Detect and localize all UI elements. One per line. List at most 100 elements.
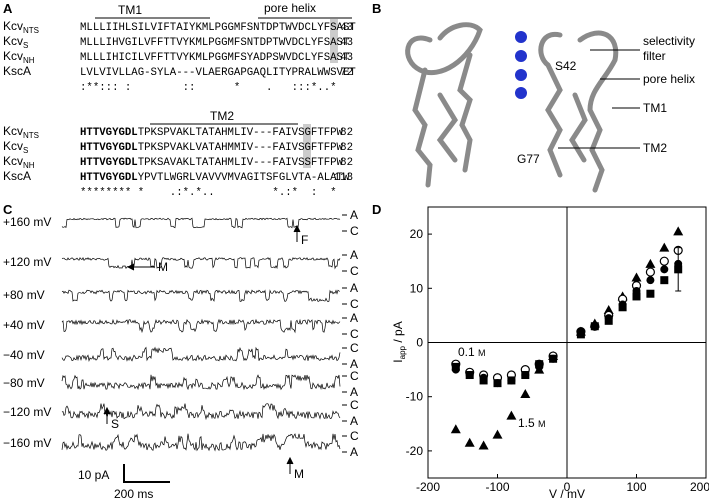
residue-number: 43: [340, 52, 353, 64]
annotation-text: 1.5: [518, 416, 538, 430]
level-label: C: [350, 297, 359, 311]
sequence-name: KscA: [3, 169, 31, 183]
ion: [515, 31, 527, 43]
sequence-name: KcvNTS: [3, 19, 39, 35]
level-label: C: [350, 264, 359, 278]
current-trace: [61, 374, 341, 391]
name-sub: NH: [23, 56, 35, 65]
residues: TPKSPVAKLVATAHMMIV---FAIVSGFTFPW: [138, 142, 344, 154]
voltage-label: +120 mV: [3, 255, 51, 269]
level-label: A: [350, 311, 358, 325]
leader-lines: [558, 49, 640, 149]
residue-number: 82: [340, 157, 353, 169]
residue-number: 43: [340, 22, 353, 34]
panel-letter: A: [3, 1, 13, 16]
name: Kcv: [3, 34, 23, 48]
y-axis-label: Iapp / pA: [391, 321, 407, 362]
marker: [645, 267, 656, 277]
current-trace: [61, 403, 341, 421]
residue-number: 72: [340, 67, 353, 79]
current-trace: [61, 217, 341, 229]
x-tick-label: -100: [485, 480, 509, 494]
name: Kcv: [3, 154, 23, 168]
label: TM2: [643, 141, 667, 155]
sequence: LVLVIVLLAG-SYLA---VLAERGAPGAQLITYPRALWWS…: [80, 67, 356, 79]
annotation: M: [294, 467, 304, 481]
marker: [507, 376, 516, 385]
marker: [659, 242, 670, 252]
marker: [660, 265, 669, 274]
marker: [632, 292, 641, 301]
marker: [521, 371, 530, 380]
panel-b: B selectivity filter pore helix TM1 TM2 …: [372, 1, 695, 193]
x-tick-label: 0: [564, 480, 571, 494]
residues: YPVTLWGRLVAVVVMVAGITSFGLVTA-ALATW: [138, 172, 350, 184]
segment-label: pore helix: [264, 1, 316, 15]
level-label: A: [350, 385, 358, 399]
marker: [660, 276, 669, 285]
sequence: HTTVGYGDLTPKSPVAKLTATAHMLIV---FAIVSGFTFP…: [80, 127, 344, 139]
marker: [478, 440, 489, 450]
voltage-label: +40 mV: [3, 318, 45, 332]
residues: TPKSAVAKLTATAHMLIV---FAIVSSFTFPW: [138, 157, 344, 169]
motif: HTTVGYGDL: [80, 127, 138, 139]
marker: [645, 258, 656, 268]
annotation: 0.1 M: [458, 345, 486, 359]
label: filter: [643, 49, 666, 63]
level-label: C: [350, 429, 359, 443]
x-axis-label: V / mV: [549, 487, 585, 501]
sequence-name: KcvNH: [3, 154, 35, 170]
sequence-name: KcvS: [3, 34, 28, 50]
sequence-name: KcvNH: [3, 49, 35, 65]
residue-label: G77: [517, 152, 540, 166]
marker: [674, 265, 683, 274]
sequence-name: KscA: [3, 64, 31, 78]
name: Kcv: [3, 19, 23, 33]
voltage-label: −40 mV: [3, 348, 45, 362]
voltage-label: −80 mV: [3, 376, 45, 390]
marker: [646, 276, 655, 285]
motif: HTTVGYGDL: [80, 142, 138, 154]
annotation: M: [158, 260, 168, 274]
annotation: F: [301, 233, 308, 247]
current-trace: [61, 346, 341, 363]
level-label: C: [350, 224, 359, 238]
residues: LVLVIVLLAG-SYLA---VLAERGAPGAQLITYPRALWWS…: [80, 67, 356, 79]
motif: HTTVGYGDL: [80, 157, 138, 169]
label-sub: app: [398, 345, 407, 359]
motif: HTTVGYGDL: [80, 172, 138, 184]
current-trace: [61, 257, 341, 270]
sequence-name: KcvS: [3, 139, 28, 155]
marker: [659, 256, 669, 266]
segment-label: TM1: [118, 3, 142, 17]
annotation: 1.5 M: [518, 416, 546, 430]
label: TM1: [643, 101, 667, 115]
marker: [535, 360, 544, 369]
y-tick-label: -20: [406, 444, 424, 458]
current-trace: [61, 318, 341, 334]
current-trace: [61, 433, 341, 452]
marker: [464, 437, 475, 447]
level-label: A: [350, 445, 358, 459]
annotation-unit: M: [478, 348, 486, 358]
ion: [515, 87, 527, 99]
voltage-label: −160 mV: [3, 436, 51, 450]
level-label: C: [350, 398, 359, 412]
marker: [631, 272, 642, 282]
panel-letter: C: [3, 202, 13, 217]
ions: [515, 31, 527, 99]
label-rest: / pA: [391, 321, 405, 346]
name-sub: S: [23, 146, 28, 155]
level-label: A: [350, 281, 358, 295]
level-label: A: [350, 248, 358, 262]
level-label: A: [350, 208, 358, 222]
level-label: C: [350, 327, 359, 341]
annotation-unit: M: [538, 419, 546, 429]
residue-number: 43: [340, 37, 353, 49]
marker: [479, 376, 488, 385]
conservation: :**::: : :: * . :::*..*: [80, 82, 337, 94]
level-label: A: [350, 414, 358, 428]
ion: [515, 50, 527, 62]
